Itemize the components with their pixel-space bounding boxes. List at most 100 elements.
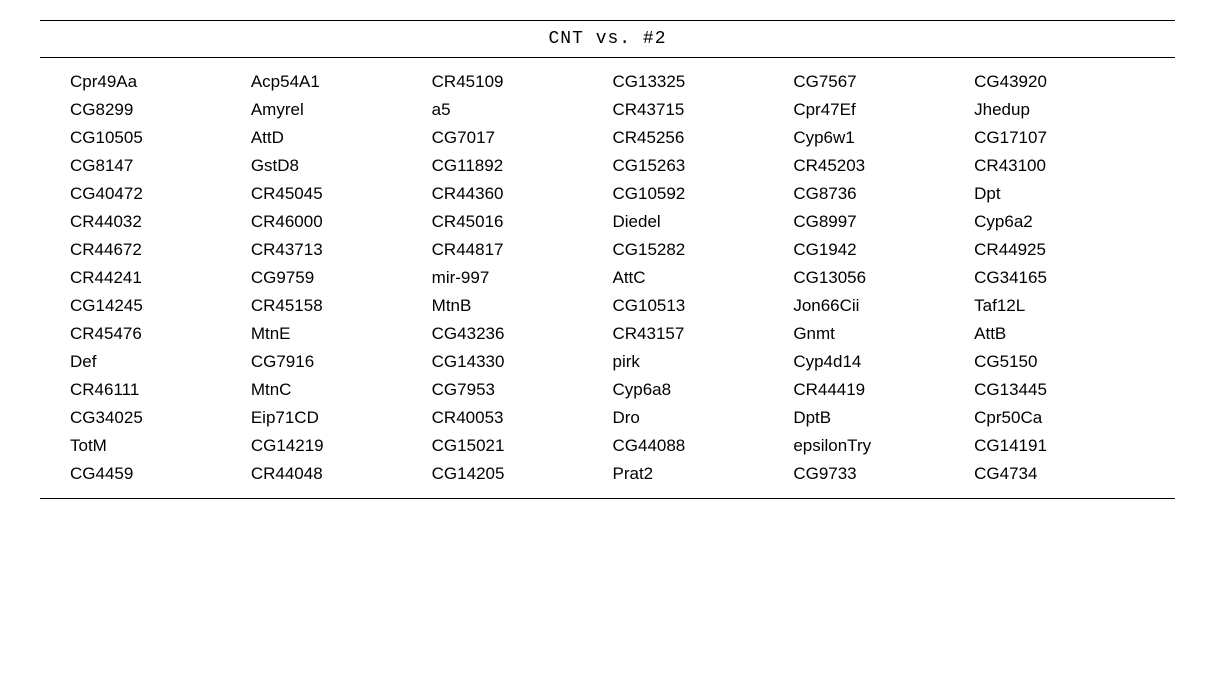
table-cell: GstD8 xyxy=(251,156,432,176)
table-cell: CR44672 xyxy=(70,240,251,260)
table-row: CG34025Eip71CDCR40053DroDptBCpr50Ca xyxy=(70,404,1155,432)
table-cell: Prat2 xyxy=(612,464,793,484)
table-cell: Jhedup xyxy=(974,100,1155,120)
table-cell: CG43920 xyxy=(974,72,1155,92)
table-cell: Cyp6a8 xyxy=(612,380,793,400)
table-cell: CG34165 xyxy=(974,268,1155,288)
table-cell: CG7567 xyxy=(793,72,974,92)
table-cell: CG44088 xyxy=(612,436,793,456)
table-cell: CR40053 xyxy=(432,408,613,428)
gene-table: CNT vs. #2 Cpr49AaAcp54A1CR45109CG13325C… xyxy=(40,20,1175,499)
table-cell: CG5150 xyxy=(974,352,1155,372)
table-cell: mir-997 xyxy=(432,268,613,288)
table-row: CG8147GstD8CG11892CG15263CR45203CR43100 xyxy=(70,152,1155,180)
table-cell: CR44360 xyxy=(432,184,613,204)
table-cell: a5 xyxy=(432,100,613,120)
table-cell: CG15263 xyxy=(612,156,793,176)
table-cell: Jon66Cii xyxy=(793,296,974,316)
table-cell: MtnE xyxy=(251,324,432,344)
table-cell: CG10505 xyxy=(70,128,251,148)
table-cell: AttC xyxy=(612,268,793,288)
table-row: CG10505AttDCG7017CR45256Cyp6w1CG17107 xyxy=(70,124,1155,152)
table-row: CG40472CR45045CR44360CG10592CG8736Dpt xyxy=(70,180,1155,208)
table-cell: AttB xyxy=(974,324,1155,344)
table-cell: CG34025 xyxy=(70,408,251,428)
table-cell: Cyp6a2 xyxy=(974,212,1155,232)
table-row: CR45476MtnECG43236CR43157GnmtAttB xyxy=(70,320,1155,348)
table-cell: CG17107 xyxy=(974,128,1155,148)
table-row: DefCG7916CG14330pirkCyp4d14CG5150 xyxy=(70,348,1155,376)
table-cell: CR45256 xyxy=(612,128,793,148)
table-cell: MtnB xyxy=(432,296,613,316)
table-cell: CG7017 xyxy=(432,128,613,148)
table-cell: Cpr47Ef xyxy=(793,100,974,120)
table-cell: CG14205 xyxy=(432,464,613,484)
table-cell: CR43100 xyxy=(974,156,1155,176)
table-cell: CR44032 xyxy=(70,212,251,232)
table-cell: CG14219 xyxy=(251,436,432,456)
table-cell: CR43713 xyxy=(251,240,432,260)
table-cell: Cpr49Aa xyxy=(70,72,251,92)
table-cell: CR46111 xyxy=(70,380,251,400)
table-row: CR44241CG9759mir-997AttCCG13056CG34165 xyxy=(70,264,1155,292)
table-cell: Diedel xyxy=(612,212,793,232)
table-cell: Dro xyxy=(612,408,793,428)
table-row: CR44672CR43713CR44817CG15282CG1942CR4492… xyxy=(70,236,1155,264)
table-cell: CG9733 xyxy=(793,464,974,484)
table-cell: CR44048 xyxy=(251,464,432,484)
table-cell: CG14330 xyxy=(432,352,613,372)
table-cell: CG13056 xyxy=(793,268,974,288)
table-cell: CG4459 xyxy=(70,464,251,484)
table-row: CG4459CR44048CG14205Prat2CG9733CG4734 xyxy=(70,460,1155,488)
table-cell: CR43157 xyxy=(612,324,793,344)
table-cell: CG8736 xyxy=(793,184,974,204)
table-cell: CG40472 xyxy=(70,184,251,204)
table-cell: CG1942 xyxy=(793,240,974,260)
table-body: Cpr49AaAcp54A1CR45109CG13325CG7567CG4392… xyxy=(40,58,1175,499)
table-cell: pirk xyxy=(612,352,793,372)
table-cell: CR45045 xyxy=(251,184,432,204)
table-cell: Cyp6w1 xyxy=(793,128,974,148)
table-cell: Dpt xyxy=(974,184,1155,204)
table-row: TotMCG14219CG15021CG44088epsilonTryCG141… xyxy=(70,432,1155,460)
table-cell: CG8299 xyxy=(70,100,251,120)
table-cell: MtnC xyxy=(251,380,432,400)
table-cell: Cyp4d14 xyxy=(793,352,974,372)
table-cell: CR46000 xyxy=(251,212,432,232)
table-cell: TotM xyxy=(70,436,251,456)
table-cell: CR45476 xyxy=(70,324,251,344)
table-cell: CG14191 xyxy=(974,436,1155,456)
table-cell: CG8147 xyxy=(70,156,251,176)
table-cell: CR44925 xyxy=(974,240,1155,260)
table-cell: CG11892 xyxy=(432,156,613,176)
table-cell: Taf12L xyxy=(974,296,1155,316)
table-cell: Def xyxy=(70,352,251,372)
table-cell: CR43715 xyxy=(612,100,793,120)
table-cell: CG15282 xyxy=(612,240,793,260)
table-cell: DptB xyxy=(793,408,974,428)
table-cell: CR45109 xyxy=(432,72,613,92)
table-row: CG8299Amyrela5CR43715Cpr47EfJhedup xyxy=(70,96,1155,124)
table-cell: epsilonTry xyxy=(793,436,974,456)
table-title: CNT vs. #2 xyxy=(40,20,1175,58)
table-cell: CG10592 xyxy=(612,184,793,204)
table-cell: CG43236 xyxy=(432,324,613,344)
table-cell: Gnmt xyxy=(793,324,974,344)
table-cell: CR44419 xyxy=(793,380,974,400)
table-cell: Amyrel xyxy=(251,100,432,120)
table-cell: Acp54A1 xyxy=(251,72,432,92)
table-cell: CR45203 xyxy=(793,156,974,176)
table-cell: CR44817 xyxy=(432,240,613,260)
table-cell: AttD xyxy=(251,128,432,148)
table-cell: CG8997 xyxy=(793,212,974,232)
table-cell: CG13325 xyxy=(612,72,793,92)
table-cell: CR45158 xyxy=(251,296,432,316)
table-cell: CG13445 xyxy=(974,380,1155,400)
table-cell: CG7953 xyxy=(432,380,613,400)
table-cell: CR44241 xyxy=(70,268,251,288)
table-cell: CG10513 xyxy=(612,296,793,316)
table-row: CR46111MtnCCG7953Cyp6a8CR44419CG13445 xyxy=(70,376,1155,404)
table-cell: CR45016 xyxy=(432,212,613,232)
table-row: CG14245CR45158MtnBCG10513Jon66CiiTaf12L xyxy=(70,292,1155,320)
table-cell: CG4734 xyxy=(974,464,1155,484)
